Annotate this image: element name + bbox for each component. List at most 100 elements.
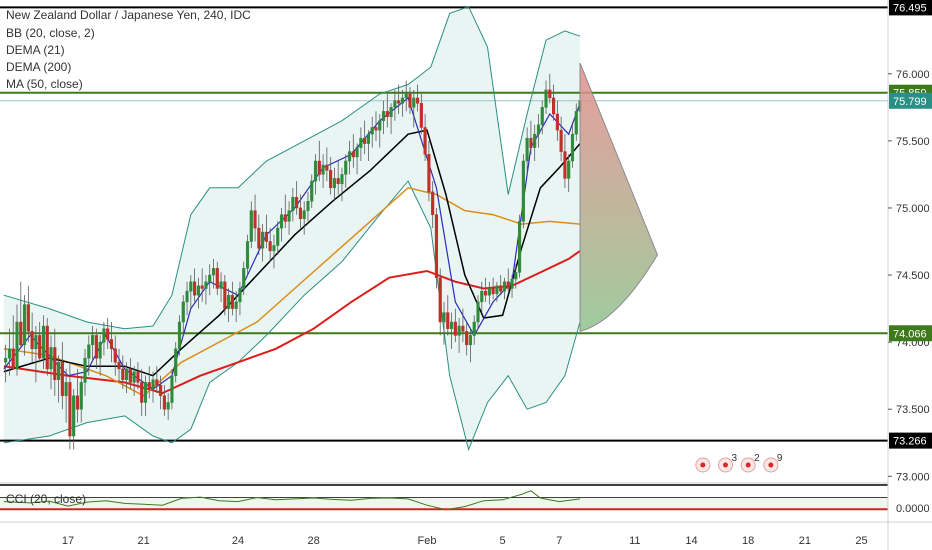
candle-body [30,331,34,350]
candle-37 [143,375,148,416]
candle-body [570,133,575,162]
candle-body [189,281,193,292]
candle-107 [408,87,412,115]
candle-body [487,288,491,296]
candle-body [208,274,212,282]
y-tick-label-6: 73.000 [896,471,930,483]
candle-112 [427,140,431,202]
candle-body [370,127,374,135]
candle-body [472,321,476,336]
candle-108 [412,89,416,128]
candle-body [4,357,8,363]
candle-42 [162,385,166,416]
candle-body [102,328,106,343]
candle-63 [242,261,246,296]
candle-body [495,285,499,295]
candle-body [72,395,76,437]
last-price-tag: 75.799 [889,92,932,109]
event-marker-dot [723,462,729,468]
candle-115 [438,268,442,336]
candle-39 [151,371,155,403]
candle-43 [166,393,170,420]
candle-70 [268,228,272,262]
candle-34 [132,366,136,396]
candle-113 [431,181,435,229]
cci-pane [0,484,932,523]
price-tag-0: 76.495 [889,0,932,16]
candle-body [94,335,98,359]
event-marker-3: 9 [763,453,783,473]
x-tick-label-9: 18 [742,535,754,547]
candle-103 [393,89,397,121]
legend-dema200: DEMA (200) [6,60,71,74]
candle-body [132,371,136,383]
candle-body [147,382,151,390]
candle-body [313,160,318,182]
candle-body [400,97,405,104]
candle-129 [491,277,495,300]
candle-6 [26,285,30,343]
candle-11 [45,317,49,376]
y-tick-label-2: 75.000 [896,203,930,215]
candle-119 [453,308,457,343]
candle-12 [49,335,53,390]
candle-2 [11,315,15,370]
candle-body [140,382,144,403]
candle-53 [204,275,208,305]
candle-149 [567,154,571,192]
event-marker-2: 2 [740,453,760,473]
candle-body [468,335,473,346]
candle-85 [325,147,329,182]
candle-body [359,137,363,148]
legend-cci: CCI (20, close) [6,492,86,506]
candle-65 [249,201,253,249]
candle-body [53,347,57,380]
candle-body [264,231,268,242]
candle-body [7,348,12,359]
projection-triangle [579,62,659,333]
candle-body [453,321,457,336]
price-tag-label: 73.266 [893,436,927,448]
candle-117 [446,295,450,336]
candle-body [329,170,333,189]
candle-55 [211,258,216,289]
candle-body [555,113,559,131]
candle-45 [174,342,178,383]
x-tick-label-7: 11 [629,535,640,547]
candle-body [483,290,488,296]
candle-body [287,210,291,222]
candle-16 [64,368,68,423]
candle-141 [536,114,541,148]
candle-99 [378,114,382,148]
candle-body [166,402,170,410]
candle-25 [98,335,102,376]
candle-body [427,154,431,193]
candle-body [449,321,454,329]
candle-122 [465,322,469,356]
candle-body [374,127,378,131]
candle-body [412,97,416,108]
x-tick-label-3: 28 [308,535,320,547]
candle-38 [147,366,151,399]
candle-95 [363,120,367,155]
candle-73 [279,207,284,242]
candle-body [185,290,189,303]
candle-body [442,312,446,323]
candle-body [347,151,352,162]
candle-20 [79,375,83,423]
candle-101 [385,93,389,128]
candle-80 [306,191,310,222]
legend-bb: BB (20, close, 2) [6,26,95,40]
candle-33 [128,358,132,390]
candle-106 [404,80,408,112]
candle-96 [366,130,370,161]
event-marker-0 [695,457,711,473]
candle-body [38,335,42,359]
candle-body [276,227,280,246]
candle-body [249,210,253,242]
candle-1 [7,328,12,376]
candle-56 [215,261,219,296]
candle-body [219,281,223,289]
